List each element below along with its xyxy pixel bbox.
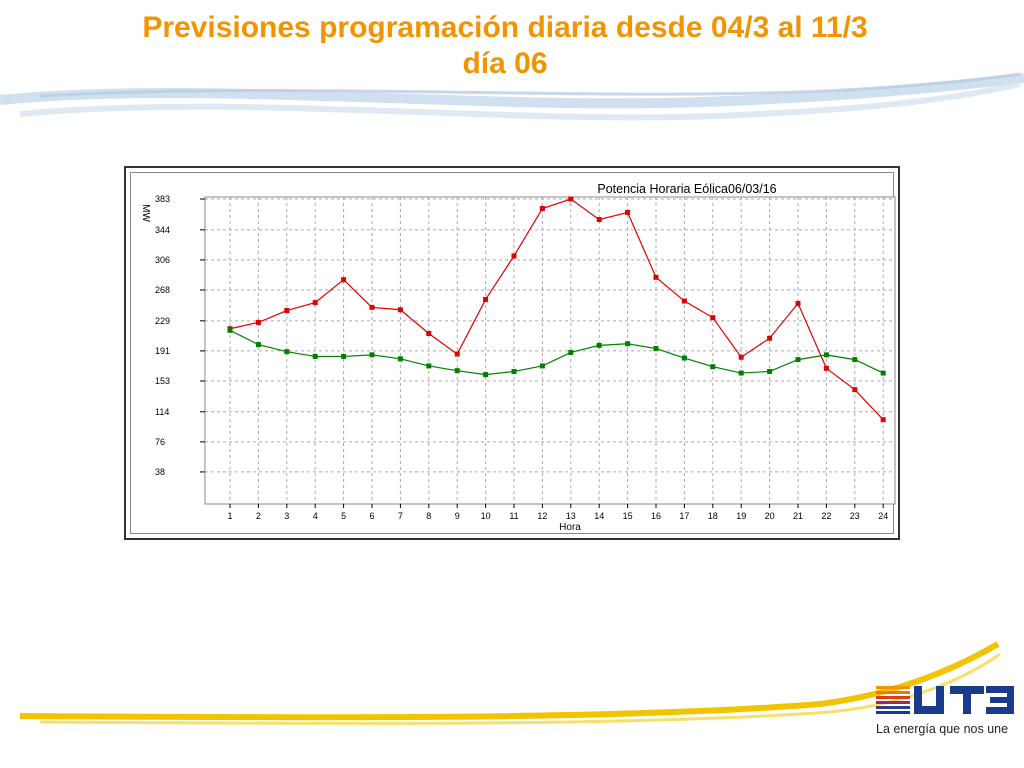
series-1-point <box>710 315 716 321</box>
series-2-point <box>681 355 687 361</box>
x-tick-label: 5 <box>341 511 346 521</box>
series-1-point <box>341 277 347 283</box>
series-1-point <box>852 387 858 393</box>
y-axis-label: MW <box>140 204 151 222</box>
y-tick-label: 114 <box>155 407 169 417</box>
y-tick-label: 344 <box>155 225 170 235</box>
series-1-point <box>255 319 261 325</box>
x-tick-label: 21 <box>793 511 803 521</box>
series-1-point <box>795 300 801 306</box>
x-tick-label: 3 <box>284 511 289 521</box>
x-axis-label: Hora <box>559 522 581 533</box>
x-tick-label: 7 <box>398 511 403 521</box>
x-tick-label: 11 <box>509 511 518 521</box>
series-2-point <box>227 327 233 333</box>
series-1-point <box>823 365 829 371</box>
series-1-point <box>369 304 375 310</box>
y-tick-label: 229 <box>155 316 170 326</box>
series-1-point <box>625 209 631 215</box>
x-tick-label: 15 <box>623 511 633 521</box>
series-2-point <box>255 342 261 348</box>
y-tick-label: 76 <box>155 437 165 447</box>
series-2-point <box>852 357 858 363</box>
series-line-1 <box>229 198 884 421</box>
series-2-point <box>483 372 489 378</box>
series-2-point <box>369 352 375 358</box>
x-tick-label: 2 <box>256 511 261 521</box>
series-2-point <box>426 363 432 369</box>
x-tick-label: 14 <box>594 511 604 521</box>
slide-title: Previsiones programación diaria desde 04… <box>0 10 1010 82</box>
series-1-point <box>767 335 773 341</box>
series-1-point <box>681 298 687 304</box>
series-2-point <box>738 370 744 376</box>
decorative-swoosh-bottom <box>19 641 1001 725</box>
x-tick-label: 12 <box>537 511 547 521</box>
x-tick-label: 8 <box>426 511 431 521</box>
x-tick-label: 16 <box>651 511 661 521</box>
series-1-point <box>483 296 489 302</box>
series-2-point <box>568 349 574 355</box>
series-2-point <box>454 368 460 374</box>
brand-tagline: La energía que nos une <box>876 722 1009 736</box>
series-2-point <box>284 349 290 355</box>
series-2-point <box>795 357 801 363</box>
chart-panel: Potencia Horaria Eólica06/03/16 MW Hora … <box>130 172 896 534</box>
series-1-point <box>426 330 432 336</box>
y-tick-label: 306 <box>155 255 170 265</box>
logo-wordmark <box>914 686 1014 714</box>
y-tick-label: 191 <box>155 346 170 356</box>
series-1-point <box>284 308 290 314</box>
y-tick-label: 153 <box>155 376 170 386</box>
series-2-point <box>880 370 886 376</box>
chart-frame: Potencia Horaria Eólica06/03/16 MW Hora … <box>124 166 900 540</box>
x-tick-label: 4 <box>313 511 318 521</box>
y-tick-label: 38 <box>155 467 165 477</box>
series-2-point <box>397 356 403 362</box>
slide-title-line-1: Previsiones programación diaria desde 04… <box>142 11 868 44</box>
chart-title: Potencia Horaria Eólica06/03/16 <box>597 182 776 196</box>
series-1-point <box>397 307 403 313</box>
series-1-point <box>653 274 659 280</box>
wind-power-chart: Potencia Horaria Eólica06/03/16 MW Hora … <box>140 182 896 533</box>
series-2-point <box>596 342 602 348</box>
series-2-point <box>710 364 716 370</box>
series-1-point <box>511 253 517 259</box>
x-tick-label: 10 <box>481 511 491 521</box>
series-1-point <box>880 417 886 423</box>
x-tick-label: 22 <box>821 511 831 521</box>
series-line-2 <box>229 329 884 376</box>
series-1-point <box>596 217 602 223</box>
x-tick-label: 13 <box>566 511 576 521</box>
logo-stripes-icon <box>876 686 910 714</box>
series-2-point <box>625 341 631 347</box>
y-tick-label: 268 <box>155 285 170 295</box>
x-tick-label: 6 <box>369 511 374 521</box>
x-tick-label: 19 <box>736 511 746 521</box>
x-tick-label: 1 <box>227 511 232 521</box>
y-tick-label: 383 <box>155 194 170 204</box>
slide-title-line-2: día 06 <box>462 47 548 80</box>
decorative-swoosh-top <box>0 72 1024 121</box>
x-tick-label: 20 <box>765 511 775 521</box>
series-1-point <box>454 351 460 357</box>
x-tick-label: 23 <box>850 511 860 521</box>
series-1-point <box>312 300 318 306</box>
x-tick-label: 9 <box>455 511 460 521</box>
series-1-point <box>539 205 545 211</box>
x-tick-label: 24 <box>878 511 888 521</box>
series-2-point <box>823 352 829 358</box>
series-2-point <box>539 363 545 369</box>
series-2-point <box>312 353 318 359</box>
x-tick-label: 18 <box>708 511 718 521</box>
series-1-point <box>738 354 744 360</box>
ute-logo <box>876 686 1014 714</box>
x-tick-label: 17 <box>679 511 689 521</box>
series-2-point <box>341 353 347 359</box>
series-2-point <box>511 368 517 374</box>
series-2-point <box>653 346 659 352</box>
series-2-point <box>767 368 773 374</box>
series-1-point <box>568 196 574 202</box>
